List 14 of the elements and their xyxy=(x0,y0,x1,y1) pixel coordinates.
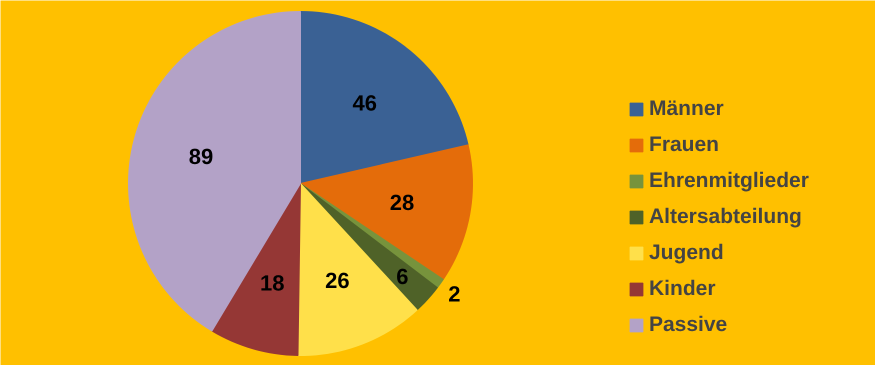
data-label: 28 xyxy=(390,190,414,216)
legend-label: Altersabteilung xyxy=(649,204,802,230)
data-label: 6 xyxy=(396,264,408,290)
data-label: 89 xyxy=(188,144,214,169)
data-label: 18 xyxy=(260,270,284,296)
legend-label: Ehrenmitglieder xyxy=(649,168,809,194)
data-label: 46 xyxy=(352,90,378,116)
legend-label: Passive xyxy=(649,312,728,338)
data-label: 26 xyxy=(325,268,350,293)
legend-label: Männer xyxy=(649,96,724,122)
data-label: 2 xyxy=(448,282,461,307)
legend-label: Frauen xyxy=(649,132,720,158)
legend-label: Kinder xyxy=(649,276,716,302)
legend-label: Jugend xyxy=(649,240,724,266)
